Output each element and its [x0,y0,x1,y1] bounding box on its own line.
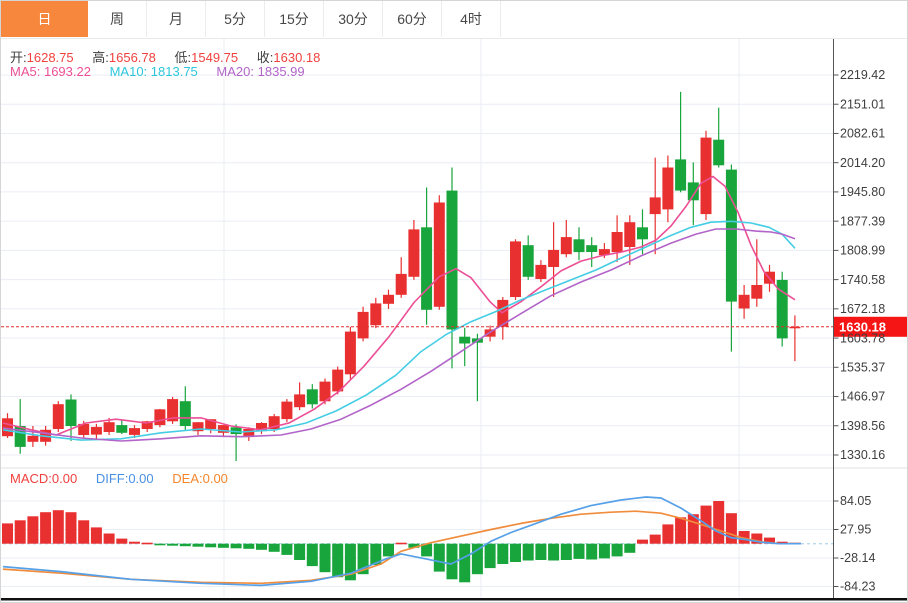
high-label: 高: [92,50,109,65]
svg-text:1466.97: 1466.97 [840,390,885,404]
ohlc-readout: 开:1628.75 高:1656.78 低:1549.75 收:1630.18 [10,47,335,66]
macd-histogram [2,501,801,583]
panel-frame [1,38,907,601]
dea-label: DEA: [172,471,203,486]
tab-60min[interactable]: 60分 [383,1,442,37]
svg-text:2151.01: 2151.01 [840,97,885,111]
diff-line [2,496,801,587]
diff-value: 0.00 [128,471,154,486]
ma-readout: MA5: 1693.22 MA10: 1813.75 MA20: 1835.99 [10,64,320,79]
close-value: 1630.18 [273,50,321,65]
svg-text:1945.80: 1945.80 [840,185,885,199]
svg-text:27.95: 27.95 [840,523,871,537]
svg-text:2014.20: 2014.20 [840,156,885,170]
svg-text:1330.16: 1330.16 [840,448,885,462]
svg-text:2082.61: 2082.61 [840,127,885,141]
diff-label: DIFF: [95,471,129,486]
svg-text:-28.14: -28.14 [840,551,875,565]
period-tabbar: 日 周 月 5分 15分 30分 60分 4时 [1,1,907,39]
tab-30min[interactable]: 30分 [324,1,383,37]
svg-text:1672.18: 1672.18 [840,302,885,316]
svg-text:1808.99: 1808.99 [840,244,885,258]
low-label: 低: [174,50,192,65]
ma5-value: 1693.22 [43,64,91,79]
macd-readout: MACD:0.00 DIFF:0.00 DEA:0.00 [10,471,243,486]
svg-text:1740.58: 1740.58 [840,273,885,287]
current-price-badge [833,316,907,337]
close-label: 收: [256,50,274,65]
high-value: 1656.78 [108,50,156,65]
low-value: 1549.75 [191,50,239,65]
tab-5min[interactable]: 5分 [206,1,265,37]
ma10-label: MA10: [109,64,148,79]
macd-value: 0.00 [51,471,78,486]
svg-text:-84.23: -84.23 [840,580,875,594]
svg-text:1603.78: 1603.78 [840,331,885,345]
svg-text:1630.18: 1630.18 [839,319,886,334]
ma20-label: MA20: [216,64,254,79]
tab-month[interactable]: 月 [147,1,206,37]
candlesticks [2,91,801,462]
main-gridlines [1,74,833,456]
open-label: 开: [10,50,27,65]
tab-week[interactable]: 周 [88,1,147,37]
ma5-label: MA5: [10,64,41,79]
dea-line [2,510,801,585]
ma10-value: 1813.75 [150,64,198,79]
ma5-line [2,175,796,436]
svg-text:2219.42: 2219.42 [840,68,885,82]
axis-labels: 2219.42 2151.01 2082.61 2014.20 1945.80 1877.… [833,68,885,594]
ma10-line [2,220,796,441]
tab-15min[interactable]: 15分 [265,1,324,37]
tab-day[interactable]: 日 [1,1,88,37]
svg-text:1398.56: 1398.56 [840,419,885,433]
ma20-value: 1835.99 [257,64,305,79]
current-price-line: 1630.18 [1,316,907,337]
svg-text:1877.39: 1877.39 [840,214,885,228]
svg-text:1535.37: 1535.37 [840,361,885,375]
dea-value: 0.00 [202,471,228,486]
tab-4hour[interactable]: 4时 [442,1,501,37]
svg-text:84.05: 84.05 [840,494,871,508]
open-value: 1628.75 [26,50,74,65]
ma20-line [2,228,796,442]
macd-label: MACD: [10,471,52,486]
